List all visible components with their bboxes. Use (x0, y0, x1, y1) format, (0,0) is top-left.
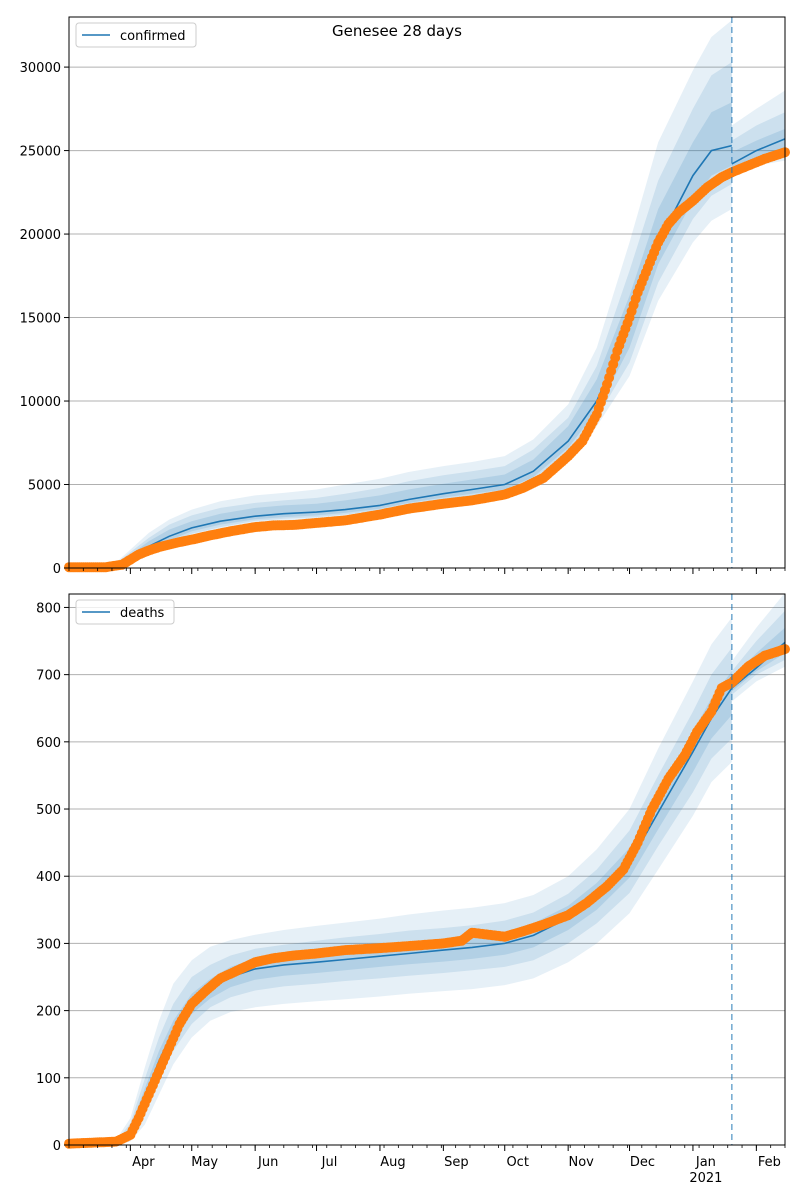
legend-label: deaths (120, 606, 165, 621)
y-tick-label: 500 (36, 803, 61, 818)
y-tick-label: 30000 (20, 61, 61, 76)
legend-box (75, 599, 175, 625)
uncertainty-band (69, 617, 732, 1145)
x-tick-label: Oct (506, 1155, 528, 1170)
legend-label: confirmed (120, 29, 186, 44)
figure-title: Genesee 28 days (332, 22, 462, 40)
uncertainty-band (69, 20, 732, 569)
confirmed-panel: 0 5000 10000 15000 20000 25000 30000 confirmed (20, 16, 790, 577)
plot-frame (68, 593, 786, 1146)
y-tick-label: 5000 (28, 479, 61, 494)
x-tick-label: Aug (380, 1155, 405, 1170)
x-tick-label: Jan (695, 1155, 716, 1170)
legend-box (75, 22, 197, 48)
forecast-model-line (731, 138, 786, 165)
x-tick-label: Jun (257, 1155, 278, 1170)
y-tick-label: 600 (36, 736, 61, 751)
uncertainty-band (69, 62, 732, 568)
uncertainty-band (69, 102, 732, 568)
y-tick-label: 300 (36, 937, 61, 952)
x-tick-label: Nov (569, 1155, 595, 1170)
deaths-panel: 0 100 200 300 400 500 600 700 800 Apr May Jun Jul Aug… (36, 592, 790, 1186)
forecast-band (731, 90, 785, 171)
x-tick-year-label: 2021 (689, 1171, 722, 1186)
x-tick-label: Sep (444, 1155, 469, 1170)
x-tick-label: Apr (132, 1155, 155, 1170)
y-tick-label: 25000 (20, 145, 61, 160)
y-tick-label: 700 (36, 669, 61, 684)
y-tick-label: 15000 (20, 312, 61, 327)
y-tick-label: 100 (36, 1072, 61, 1087)
y-tick-label: 20000 (20, 228, 61, 243)
x-tick-label: Feb (758, 1155, 781, 1170)
y-tick-label: 800 (36, 601, 61, 616)
y-tick-label: 0 (53, 1139, 61, 1154)
y-tick-label: 0 (53, 562, 61, 577)
x-tick-label: Jul (321, 1155, 338, 1170)
x-tick-label: May (191, 1155, 218, 1170)
y-tick-label: 10000 (20, 395, 61, 410)
y-tick-label: 200 (36, 1005, 61, 1020)
y-tick-label: 400 (36, 870, 61, 885)
x-tick-label: Dec (630, 1155, 655, 1170)
